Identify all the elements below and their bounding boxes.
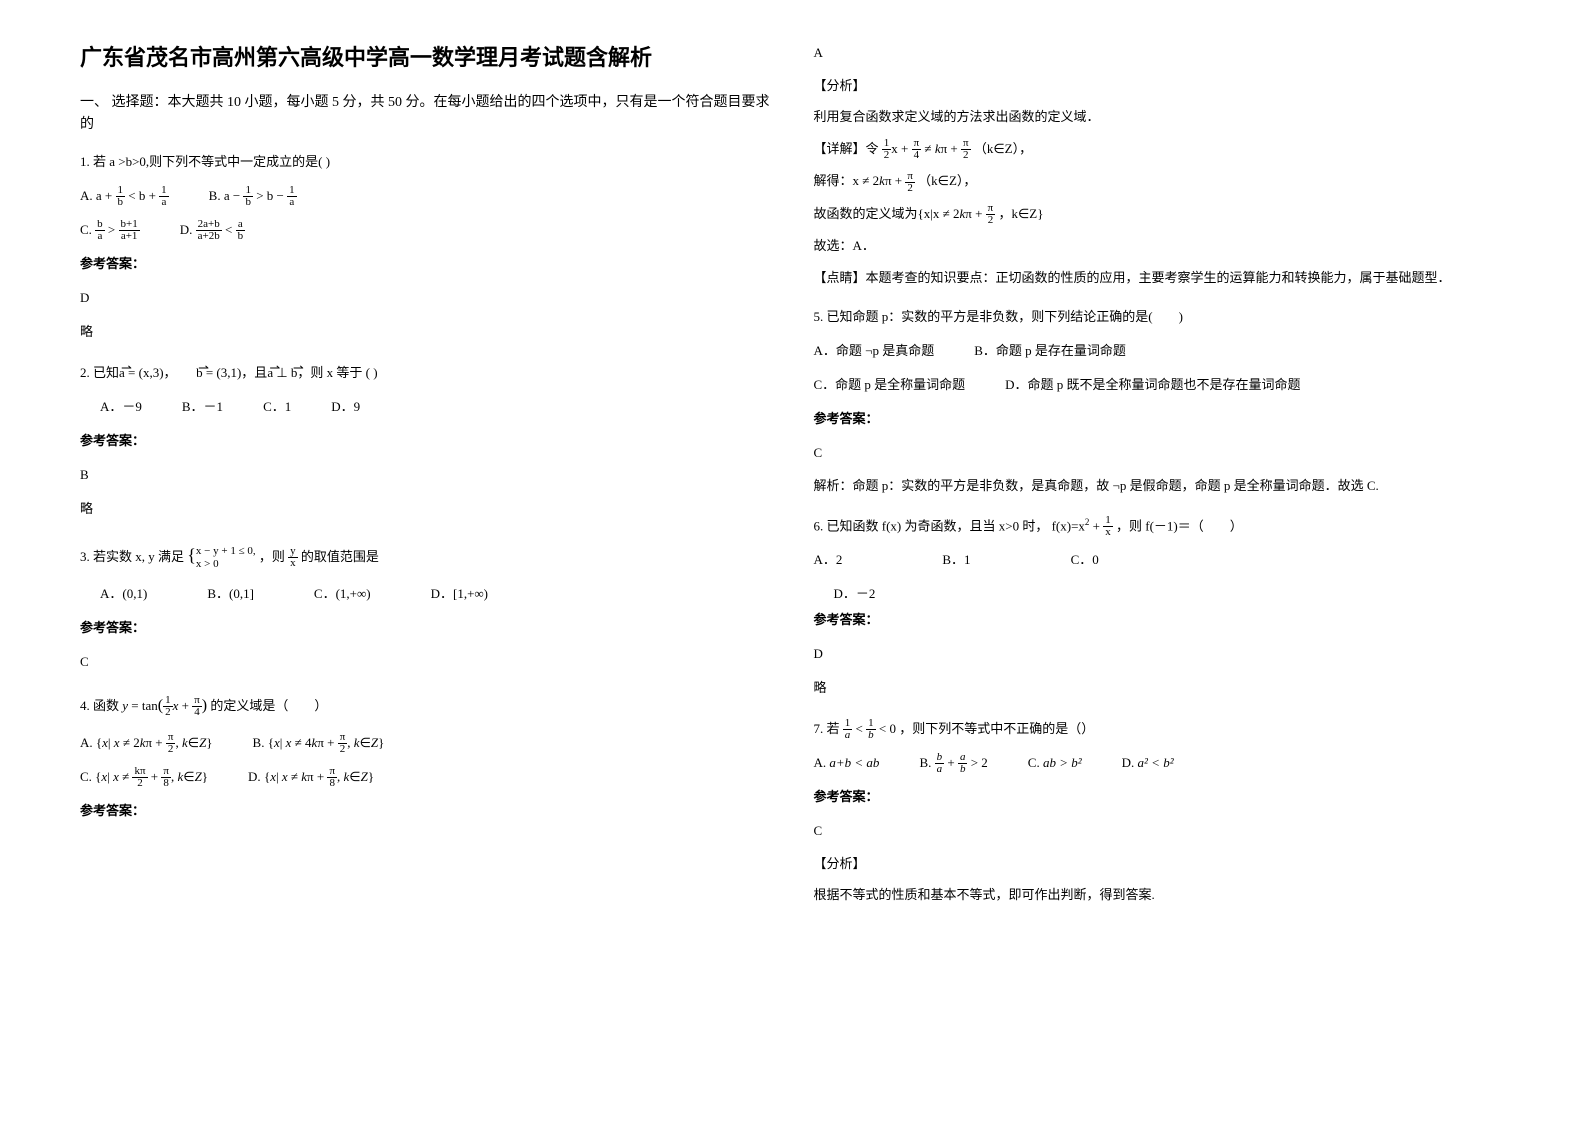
question-7: 7. 若 1a < 1b < 0 ，则下列不等式中不正确的是（） A. a+b … bbox=[814, 716, 1508, 907]
q3-optD: D．[1,+∞) bbox=[431, 581, 488, 607]
q5-options-row1: A．命题 ¬p 是真命题 B．命题 p 是存在量词命题 bbox=[814, 338, 1508, 364]
q5-answer-label: 参考答案： bbox=[814, 406, 1508, 432]
q6-answer: D bbox=[814, 641, 1508, 667]
q4-optA: A. {x| x ≠ 2kπ + π2, k∈Z} bbox=[80, 730, 213, 756]
q7-analysis-label: 【分析】 bbox=[814, 852, 1508, 875]
q3-answer: C bbox=[80, 649, 774, 675]
q5-optD: D．命题 p 既不是全称量词命题也不是存在量词命题 bbox=[1005, 372, 1300, 398]
q5-options-row2: C．命题 p 是全称量词命题 D．命题 p 既不是全称量词命题也不是存在量词命题 bbox=[814, 372, 1508, 398]
q4-options-row1: A. {x| x ≠ 2kπ + π2, k∈Z} B. {x| x ≠ 4kπ… bbox=[80, 730, 774, 756]
q6-options: A．2 B．1 C．0 bbox=[814, 547, 1508, 573]
q7-stem: 7. 若 1a < 1b < 0 ，则下列不等式中不正确的是（） bbox=[814, 716, 1508, 742]
q4-analysis: 利用复合函数求定义域的方法求出函数的定义域． bbox=[814, 105, 1508, 128]
q2-options: A．－9 B．－1 C．1 D．9 bbox=[80, 394, 774, 420]
q4-optD: D. {x| x ≠ kπ + π8, k∈Z} bbox=[248, 764, 374, 790]
q2-stem: 2. 已知⇀a = (x,3)， ⇀b = (3,1)，且⇀a ⊥ ⇀b，则 x… bbox=[80, 360, 774, 386]
q6-brief: 略 bbox=[814, 675, 1508, 701]
question-5: 5. 已知命题 p：实数的平方是非负数，则下列结论正确的是( ) A．命题 ¬p… bbox=[814, 304, 1508, 497]
q6-answer-label: 参考答案： bbox=[814, 607, 1508, 633]
q1-brief: 略 bbox=[80, 319, 774, 345]
q1-optD: D. 2a+ba+2b < ab bbox=[180, 217, 245, 243]
q7-answer: C bbox=[814, 818, 1508, 844]
q6-optA: A．2 bbox=[814, 547, 843, 573]
q7-optC: C. ab > b² bbox=[1028, 750, 1082, 776]
q1-optC: C. ba > b+1a+1 bbox=[80, 217, 140, 243]
q5-optB: B．命题 p 是存在量词命题 bbox=[974, 338, 1126, 364]
q3-options: A．(0,1) B．(0,1] C．(1,+∞) D．[1,+∞) bbox=[80, 581, 774, 607]
right-column: A 【分析】 利用复合函数求定义域的方法求出函数的定义域． 【详解】令 12x … bbox=[794, 40, 1528, 1082]
q3-answer-label: 参考答案： bbox=[80, 615, 774, 641]
left-column: 广东省茂名市高州第六高级中学高一数学理月考试题含解析 一、 选择题：本大题共 1… bbox=[60, 40, 794, 1082]
question-6: 6. 已知函数 f(x) 为奇函数，且当 x>0 时， f(x)=x2 + 1x… bbox=[814, 513, 1508, 701]
q7-optA: A. a+b < ab bbox=[814, 750, 880, 776]
q7-analysis: 根据不等式的性质和基本不等式，即可作出判断，得到答案. bbox=[814, 883, 1508, 906]
q4-detail-2: 解得：x ≠ 2kπ + π2 （k∈Z）， bbox=[814, 169, 1508, 194]
question-3: 3. 若实数 x, y 满足 {x − y + 1 ≤ 0,x > 0 ，则 y… bbox=[80, 537, 774, 675]
q4-detail-3: 故函数的定义域为{x|x ≠ 2kπ + π2 ，k∈Z} bbox=[814, 202, 1508, 227]
q2-answer-label: 参考答案： bbox=[80, 428, 774, 454]
q3-optB: B．(0,1] bbox=[207, 581, 254, 607]
q4-answer: A bbox=[814, 40, 1508, 66]
q7-optB: B. ba + ab > 2 bbox=[919, 750, 987, 776]
q1-stem: 1. 若 a >b>0,则下列不等式中一定成立的是( ) bbox=[80, 149, 774, 175]
q4-detail-1: 【详解】令 12x + π4 ≠ kπ + π2 （k∈Z）， bbox=[814, 137, 1508, 162]
q3-stem: 3. 若实数 x, y 满足 {x − y + 1 ≤ 0,x > 0 ，则 y… bbox=[80, 537, 774, 573]
q1-options-row1: A. a + 1b < b + 1a B. a − 1b > b − 1a bbox=[80, 183, 774, 209]
q2-optC: C．1 bbox=[263, 394, 291, 420]
q7-optD: D. a² < b² bbox=[1122, 750, 1174, 776]
q5-answer: C bbox=[814, 440, 1508, 466]
question-1: 1. 若 a >b>0,则下列不等式中一定成立的是( ) A. a + 1b <… bbox=[80, 149, 774, 345]
q4-analysis-label: 【分析】 bbox=[814, 74, 1508, 97]
q4-optB: B. {x| x ≠ 4kπ + π2, k∈Z} bbox=[253, 730, 385, 756]
q4-optC: C. {x| x ≠ kπ2 + π8, k∈Z} bbox=[80, 764, 208, 790]
q1-answer: D bbox=[80, 285, 774, 311]
q4-answer-label: 参考答案： bbox=[80, 798, 774, 824]
q5-explanation: 解析：命题 p：实数的平方是非负数，是真命题，故 ¬p 是假命题，命题 p 是全… bbox=[814, 474, 1508, 497]
section-1-title: 一、 选择题：本大题共 10 小题，每小题 5 分，共 50 分。在每小题给出的… bbox=[80, 92, 774, 137]
question-4-continued: A 【分析】 利用复合函数求定义域的方法求出函数的定义域． 【详解】令 12x … bbox=[814, 40, 1508, 289]
q6-stem: 6. 已知函数 f(x) 为奇函数，且当 x>0 时， f(x)=x2 + 1x… bbox=[814, 513, 1508, 539]
q3-optC: C．(1,+∞) bbox=[314, 581, 371, 607]
q4-options-row2: C. {x| x ≠ kπ2 + π8, k∈Z} D. {x| x ≠ kπ … bbox=[80, 764, 774, 790]
q6-optD: D．－2 bbox=[814, 581, 1508, 607]
q1-options-row2: C. ba > b+1a+1 D. 2a+ba+2b < ab bbox=[80, 217, 774, 243]
q1-optB: B. a − 1b > b − 1a bbox=[209, 183, 297, 209]
q5-optA: A．命题 ¬p 是真命题 bbox=[814, 338, 935, 364]
q4-stem: 4. 函数 y = tan(12x + π4) 的定义域是（ ） bbox=[80, 690, 774, 722]
q4-detail-4: 故选：A． bbox=[814, 234, 1508, 257]
q4-comment: 【点睛】本题考查的知识要点：正切函数的性质的应用，主要考察学生的运算能力和转换能… bbox=[814, 266, 1508, 289]
question-2: 2. 已知⇀a = (x,3)， ⇀b = (3,1)，且⇀a ⊥ ⇀b，则 x… bbox=[80, 360, 774, 522]
q2-answer: B bbox=[80, 462, 774, 488]
q2-optB: B．－1 bbox=[182, 394, 223, 420]
q2-brief: 略 bbox=[80, 496, 774, 522]
q7-answer-label: 参考答案： bbox=[814, 784, 1508, 810]
q6-optC: C．0 bbox=[1071, 547, 1099, 573]
q6-optB: B．1 bbox=[942, 547, 970, 573]
q7-options: A. a+b < ab B. ba + ab > 2 C. ab > b² D.… bbox=[814, 750, 1508, 776]
q1-optA: A. a + 1b < b + 1a bbox=[80, 183, 169, 209]
q5-stem: 5. 已知命题 p：实数的平方是非负数，则下列结论正确的是( ) bbox=[814, 304, 1508, 330]
q3-optA: A．(0,1) bbox=[100, 581, 147, 607]
question-4: 4. 函数 y = tan(12x + π4) 的定义域是（ ） A. {x| … bbox=[80, 690, 774, 824]
q2-optA: A．－9 bbox=[100, 394, 142, 420]
q1-answer-label: 参考答案： bbox=[80, 251, 774, 277]
q2-optD: D．9 bbox=[331, 394, 360, 420]
exam-title: 广东省茂名市高州第六高级中学高一数学理月考试题含解析 bbox=[80, 40, 774, 72]
q5-optC: C．命题 p 是全称量词命题 bbox=[814, 372, 966, 398]
